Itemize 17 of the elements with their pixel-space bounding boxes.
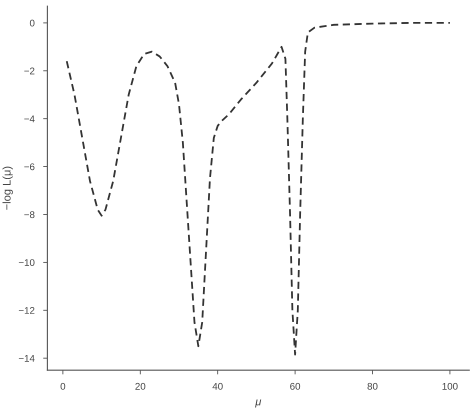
y-axis-title: −log L(μ) [2,166,13,210]
y-tick-label: −10 [18,259,35,266]
y-tick-label: −12 [18,307,34,314]
x-tick-label: 60 [290,382,300,390]
y-tick-label: −8 [24,211,34,218]
line-series [66,22,451,356]
x-tick-label: 0 [60,382,66,390]
x-tick-label: 40 [212,382,223,390]
y-tick-label: 0 [30,20,35,27]
y-tick-label: −14 [18,355,35,362]
y-tick-label: −4 [24,116,35,122]
x-tick-label: 20 [135,382,146,390]
x-tick-label: 100 [442,382,458,390]
x-tick-label: 80 [368,382,378,390]
y-tick-label: −6 [24,163,34,170]
x-axis-title: μ [255,399,262,408]
y-tick-label: −2 [24,68,34,74]
